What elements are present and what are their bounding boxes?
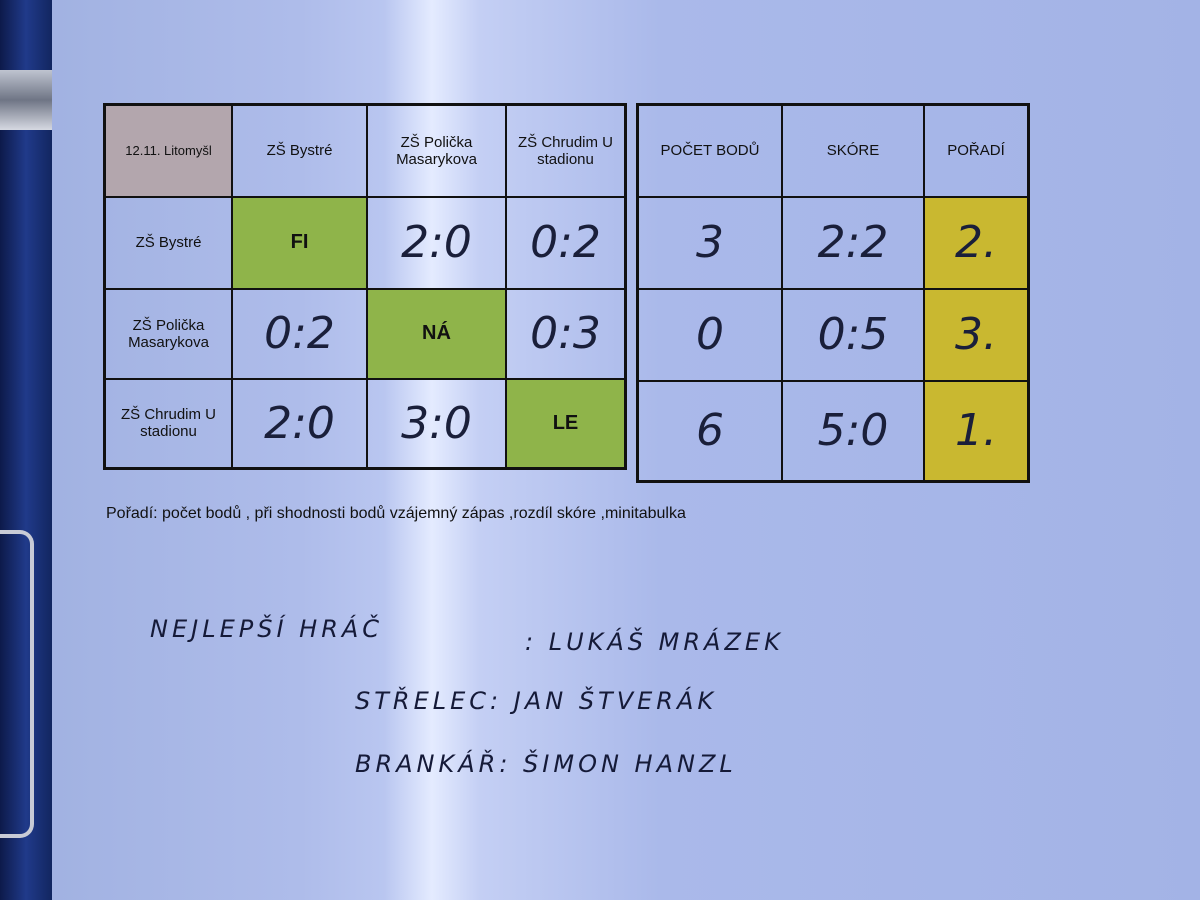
score: 0:5 bbox=[781, 287, 925, 382]
diagonal-cell: NÁ bbox=[366, 287, 507, 380]
match-result: 2:0 bbox=[231, 377, 368, 470]
standings-table: POČET BODŮ SKÓRE POŘADÍ 3 2:2 2. 0 0:5 3… bbox=[636, 103, 1030, 483]
goalkeeper: BRANKÁŘ: ŠIMON HANZL bbox=[355, 750, 737, 778]
rank: 2. bbox=[923, 195, 1030, 290]
diagonal-cell: LE bbox=[505, 377, 627, 470]
match-result: 0:2 bbox=[231, 287, 368, 380]
col-rank: POŘADÍ bbox=[923, 103, 1030, 198]
results-table: 12.11. Litomyšl ZŠ Bystré ZŠ Polička Mas… bbox=[103, 103, 627, 470]
pen-ring bbox=[0, 70, 52, 130]
rank: 1. bbox=[923, 379, 1030, 483]
rank: 3. bbox=[923, 287, 1030, 382]
best-player: : LUKÁŠ MRÁZEK bbox=[525, 628, 784, 656]
match-result: 0:3 bbox=[505, 287, 627, 380]
top-scorer: STŘELEC: JAN ŠTVERÁK bbox=[355, 687, 718, 715]
best-player-label: NEJLEPŠÍ HRÁČ bbox=[150, 615, 384, 643]
ranking-rule: Pořadí: počet bodů , při shodnosti bodů … bbox=[106, 505, 686, 522]
col-team: ZŠ Polička Masarykova bbox=[366, 103, 507, 198]
row-team: ZŠ Polička Masarykova bbox=[103, 287, 233, 380]
score: 5:0 bbox=[781, 379, 925, 483]
points: 6 bbox=[636, 379, 783, 483]
col-score: SKÓRE bbox=[781, 103, 925, 198]
match-result: 3:0 bbox=[366, 377, 507, 470]
date-venue: 12.11. Litomyšl bbox=[103, 103, 233, 198]
col-team: ZŠ Bystré bbox=[231, 103, 368, 198]
diagonal-cell: FI bbox=[231, 195, 368, 290]
col-team: ZŠ Chrudim U stadionu bbox=[505, 103, 627, 198]
pen-clip bbox=[0, 530, 34, 838]
col-points: POČET BODŮ bbox=[636, 103, 783, 198]
match-result: 0:2 bbox=[505, 195, 627, 290]
points: 3 bbox=[636, 195, 783, 290]
score: 2:2 bbox=[781, 195, 925, 290]
match-result: 2:0 bbox=[366, 195, 507, 290]
row-team: ZŠ Bystré bbox=[103, 195, 233, 290]
points: 0 bbox=[636, 287, 783, 382]
row-team: ZŠ Chrudim U stadionu bbox=[103, 377, 233, 470]
pen bbox=[0, 0, 52, 900]
